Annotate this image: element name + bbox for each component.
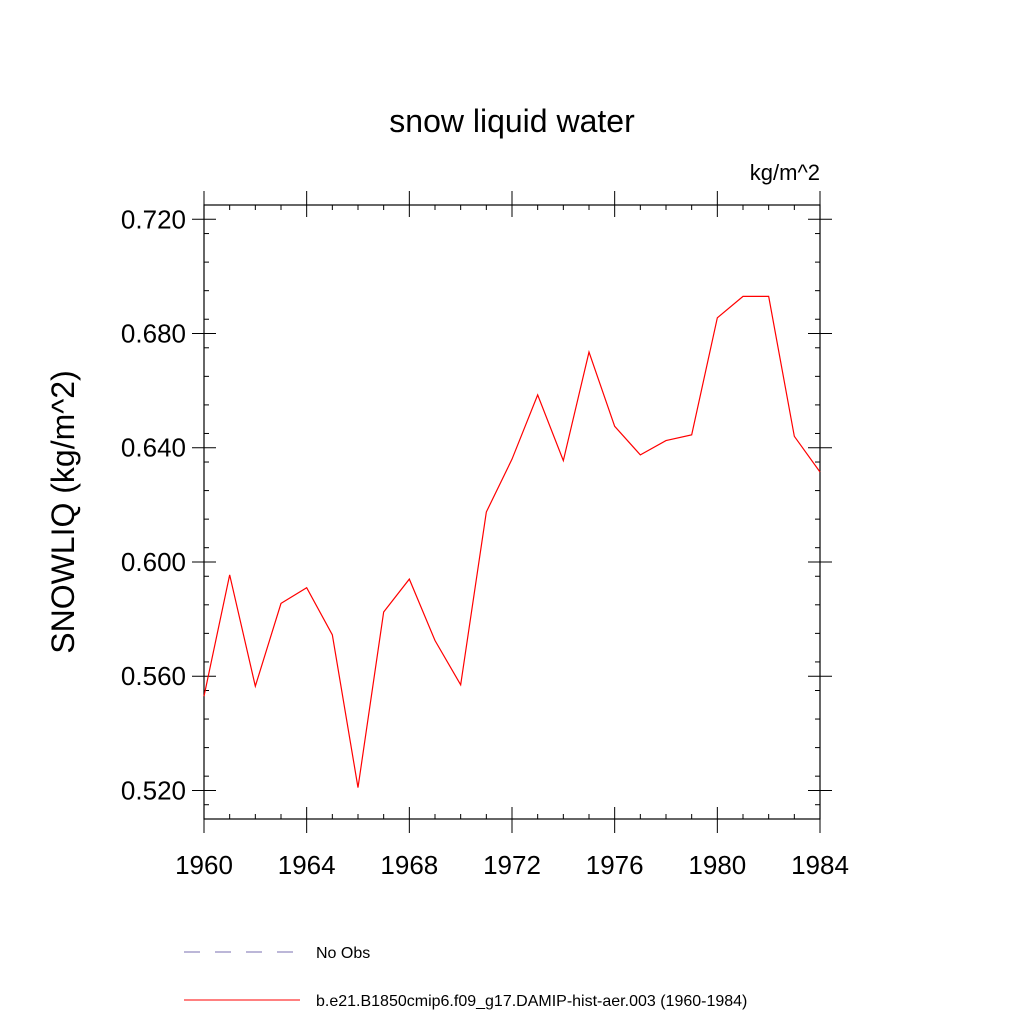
- units-label: kg/m^2: [750, 160, 820, 185]
- x-tick-label: 1984: [791, 850, 849, 880]
- y-tick-label: 0.600: [121, 547, 186, 577]
- x-tick-label: 1980: [688, 850, 746, 880]
- x-axis-ticks: 1960 1964 1968 1972 1976 1980 1984: [175, 191, 849, 880]
- x-tick-label: 1976: [586, 850, 644, 880]
- y-tick-label: 0.640: [121, 433, 186, 463]
- y-axis-ticks: 0.520 0.560 0.600 0.640 0.680 0.720: [121, 204, 832, 805]
- chart-title: snow liquid water: [389, 103, 635, 139]
- y-tick-label: 0.680: [121, 319, 186, 349]
- x-tick-label: 1964: [278, 850, 336, 880]
- x-tick-label: 1968: [380, 850, 438, 880]
- series-line: [203, 295, 821, 788]
- legend-label: b.e21.B1850cmip6.f09_g17.DAMIP-hist-aer.…: [316, 993, 747, 1010]
- y-tick-label: 0.720: [121, 204, 186, 234]
- y-tick-label: 0.560: [121, 661, 186, 691]
- series-group: [203, 295, 821, 788]
- legend-label: No Obs: [316, 945, 370, 962]
- x-tick-label: 1960: [175, 850, 233, 880]
- y-tick-label: 0.520: [121, 775, 186, 805]
- legend: No Obs b.e21.B1850cmip6.f09_g17.DAMIP-his…: [184, 945, 747, 1010]
- plot-frame: [203, 204, 821, 820]
- y-axis-label: SNOWLIQ (kg/m^2): [45, 370, 81, 653]
- x-tick-label: 1972: [483, 850, 541, 880]
